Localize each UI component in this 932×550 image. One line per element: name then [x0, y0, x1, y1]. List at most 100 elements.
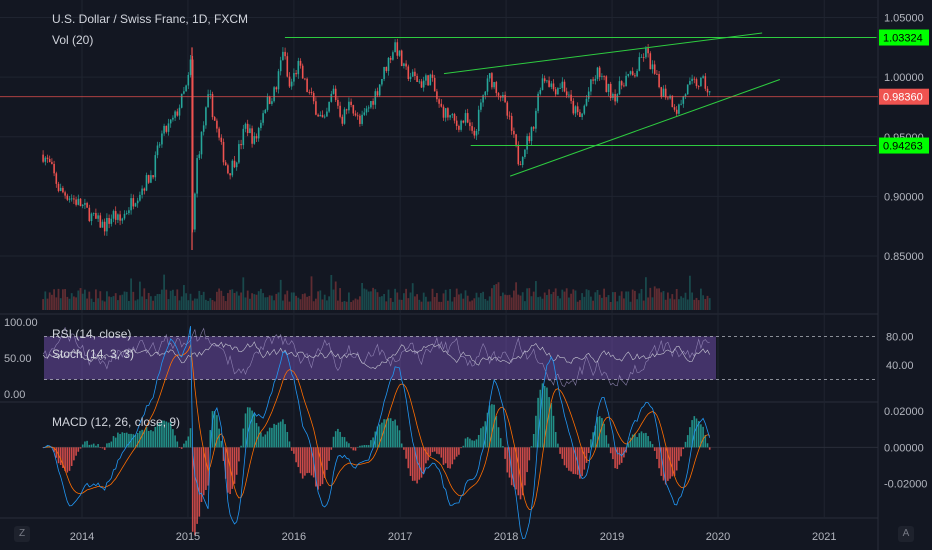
- macd-histogram-bar: [84, 441, 86, 448]
- candle-body: [161, 133, 163, 145]
- last-price-tag: [879, 88, 929, 105]
- volume-bar: [220, 290, 223, 310]
- candle-body: [554, 89, 557, 95]
- volume-bar: [64, 289, 67, 310]
- macd-histogram-bar: [299, 447, 302, 474]
- volume-bar: [77, 290, 80, 310]
- candle-body: [574, 106, 577, 114]
- candle-body: [167, 123, 170, 132]
- candle-body: [139, 194, 141, 201]
- macd-histogram-bar: [398, 430, 401, 448]
- macd-histogram-bar: [185, 440, 187, 448]
- candle-body: [438, 99, 440, 104]
- candle-body: [431, 74, 434, 78]
- candle-body: [504, 94, 506, 103]
- macd-histogram-bar: [68, 447, 71, 471]
- volume-bar: [422, 292, 425, 310]
- stoch-label: Stoch (14, 3, 3): [52, 347, 135, 361]
- volume-bar: [288, 301, 291, 310]
- volume-bar: [475, 292, 478, 310]
- candle-body: [330, 93, 333, 102]
- macd-histogram-bar: [257, 426, 260, 448]
- volume-bar: [326, 300, 328, 310]
- macd-histogram-bar: [365, 445, 368, 448]
- macd-histogram-bar: [539, 389, 542, 448]
- auto-scale-button[interactable]: A: [898, 526, 914, 542]
- candle-body: [539, 89, 542, 94]
- volume-bar: [75, 297, 78, 310]
- volume-bar: [466, 295, 469, 310]
- macd-histogram-bar: [675, 447, 678, 471]
- candle-body: [627, 73, 630, 76]
- volume-bar: [398, 299, 401, 310]
- macd-histogram-bar: [453, 447, 456, 460]
- macd-histogram-bar: [695, 418, 698, 448]
- volume-bar: [306, 296, 309, 310]
- macd-histogram-bar: [198, 447, 201, 517]
- macd-histogram-bar: [328, 447, 330, 461]
- volume-bar: [389, 298, 392, 310]
- volume-bar: [139, 281, 141, 310]
- macd-histogram-bar: [702, 426, 704, 448]
- volume-bar: [167, 299, 170, 310]
- macd-histogram-bar: [535, 415, 537, 448]
- volume-bar: [108, 296, 111, 310]
- candle-body: [570, 94, 572, 101]
- candle-body: [145, 175, 148, 191]
- candle-body: [334, 88, 337, 100]
- candle-body: [645, 48, 647, 58]
- candle-body: [189, 59, 192, 75]
- candle-body: [684, 94, 687, 97]
- volume-bar: [486, 300, 489, 310]
- candle-body: [491, 73, 493, 88]
- volume-bar: [616, 301, 619, 310]
- macd-histogram-bar: [189, 428, 192, 448]
- candle-body: [425, 75, 427, 81]
- volume-bar: [510, 297, 513, 310]
- macd-histogram-bar: [482, 426, 484, 448]
- candle-body: [387, 57, 390, 71]
- volume-bar: [541, 298, 544, 310]
- macd-histogram-bar: [528, 447, 531, 461]
- volume-bar: [284, 294, 287, 310]
- volume-bar: [163, 274, 166, 310]
- trendline[interactable]: [509, 79, 780, 177]
- volume-bar: [708, 298, 711, 310]
- volume-bar: [557, 295, 559, 310]
- trendline[interactable]: [443, 32, 763, 75]
- zoom-button[interactable]: Z: [14, 526, 30, 542]
- volume-bar: [590, 296, 592, 310]
- candle-body: [213, 117, 216, 121]
- level-tag-label: 0.98360: [883, 92, 923, 104]
- candle-body: [293, 73, 295, 82]
- macd-signal-line: [43, 343, 710, 511]
- volume-bar: [634, 290, 636, 310]
- macd-histogram-bar: [359, 445, 361, 448]
- volume-bar: [442, 293, 445, 310]
- macd-histogram-bar: [574, 447, 577, 475]
- macd-histogram-bar: [334, 431, 337, 448]
- macd-histogram-bar: [414, 447, 416, 481]
- volume-bar: [97, 298, 100, 310]
- volume-bar: [150, 296, 152, 310]
- volume-bar: [337, 300, 339, 310]
- candle-body: [284, 51, 286, 57]
- volume-bar: [321, 299, 324, 310]
- macd-histogram-bar: [653, 447, 656, 451]
- macd-histogram-bar: [638, 433, 641, 448]
- candle-body: [99, 215, 102, 228]
- volume-bar: [618, 295, 621, 310]
- candle-body: [389, 57, 392, 60]
- volume-bar: [260, 288, 262, 310]
- macd-histogram-bar: [458, 447, 460, 455]
- macd-histogram-bar: [326, 447, 328, 470]
- macd-histogram-bar: [128, 433, 130, 448]
- volume-bar: [554, 288, 557, 310]
- volume-bar: [515, 282, 518, 310]
- trendlines[interactable]: [0, 32, 878, 177]
- volume-bar: [596, 289, 599, 310]
- volume-bar: [343, 301, 346, 310]
- volume-bar: [255, 294, 258, 310]
- macd-histogram-bar: [491, 404, 493, 448]
